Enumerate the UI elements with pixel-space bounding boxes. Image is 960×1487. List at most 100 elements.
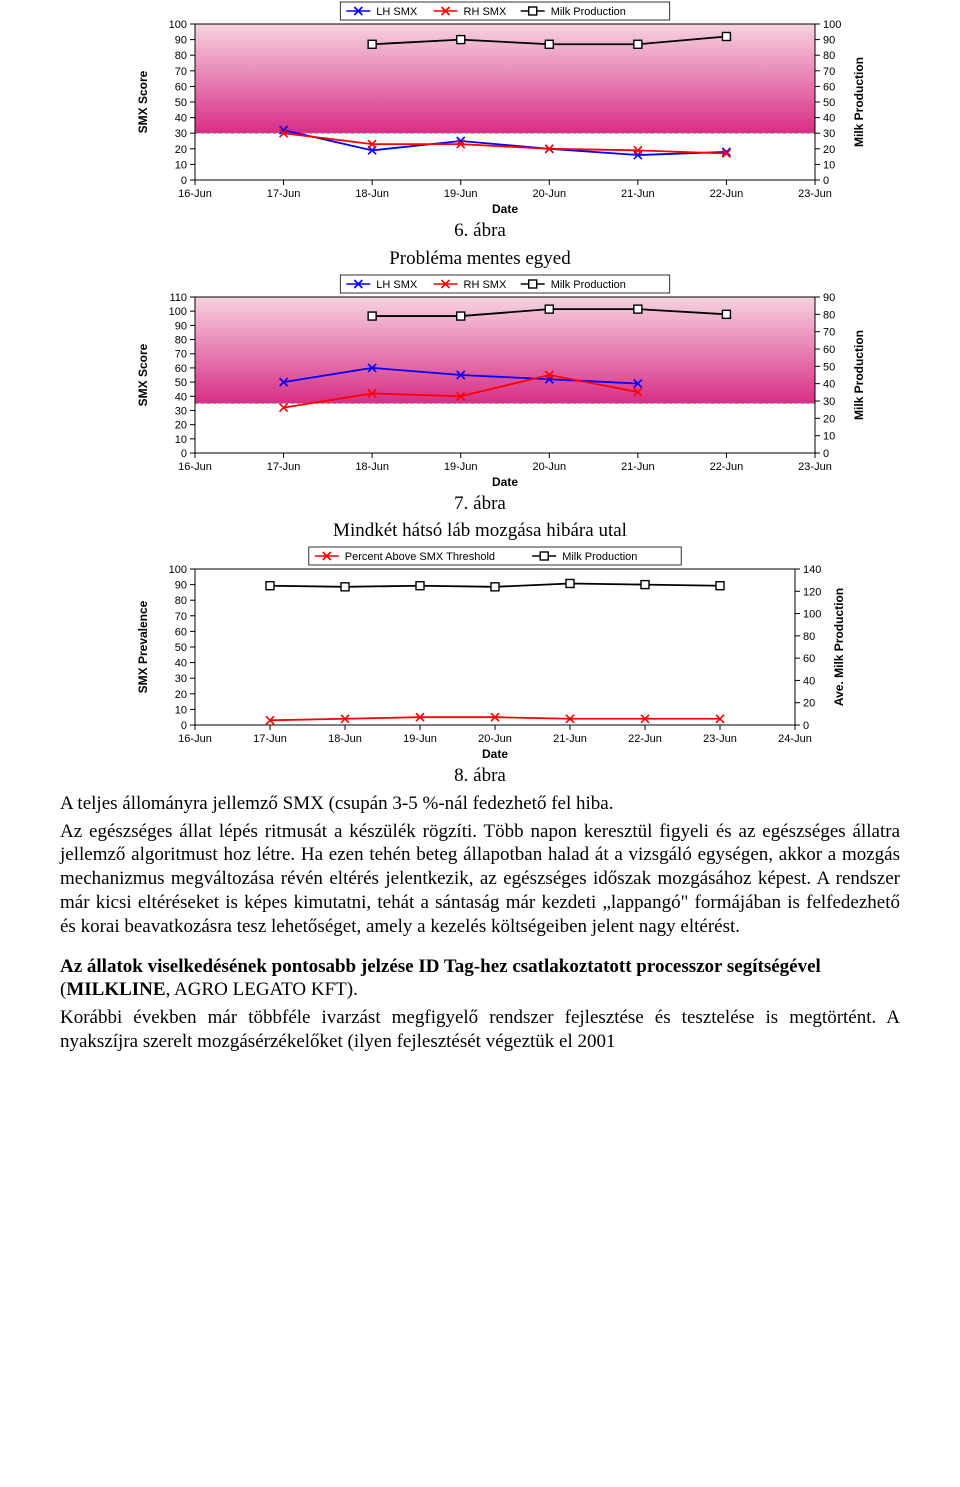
svg-text:30: 30: [175, 673, 187, 685]
svg-text:20: 20: [175, 689, 187, 701]
svg-text:30: 30: [175, 128, 187, 140]
caption-2-line2: Mindkét hátsó láb mozgása hibára utal: [60, 519, 900, 543]
svg-text:60: 60: [175, 81, 187, 93]
svg-text:22-Jun: 22-Jun: [710, 188, 744, 200]
svg-text:Date: Date: [492, 202, 518, 215]
svg-text:20-Jun: 20-Jun: [532, 461, 566, 473]
svg-text:RH SMX: RH SMX: [464, 6, 507, 18]
svg-text:50: 50: [175, 377, 187, 389]
svg-text:Milk Production: Milk Production: [562, 551, 637, 563]
svg-text:SMX Score: SMX Score: [136, 70, 150, 133]
svg-text:20: 20: [823, 144, 835, 156]
svg-text:60: 60: [823, 344, 835, 356]
svg-text:16-Jun: 16-Jun: [178, 733, 212, 745]
svg-text:50: 50: [823, 97, 835, 109]
svg-text:21-Jun: 21-Jun: [553, 733, 587, 745]
svg-text:70: 70: [175, 348, 187, 360]
svg-text:90: 90: [823, 35, 835, 47]
svg-text:80: 80: [803, 631, 815, 643]
svg-text:100: 100: [169, 19, 187, 31]
svg-text:0: 0: [181, 175, 187, 187]
svg-text:21-Jun: 21-Jun: [621, 188, 655, 200]
svg-text:18-Jun: 18-Jun: [328, 733, 362, 745]
svg-text:19-Jun: 19-Jun: [444, 188, 478, 200]
svg-text:18-Jun: 18-Jun: [355, 461, 389, 473]
svg-text:60: 60: [803, 653, 815, 665]
svg-text:17-Jun: 17-Jun: [267, 461, 301, 473]
svg-text:22-Jun: 22-Jun: [628, 733, 662, 745]
svg-text:0: 0: [181, 720, 187, 732]
svg-text:70: 70: [175, 611, 187, 623]
svg-text:90: 90: [175, 580, 187, 592]
svg-text:10: 10: [823, 159, 835, 171]
svg-text:90: 90: [175, 35, 187, 47]
svg-text:RH SMX: RH SMX: [464, 279, 507, 291]
svg-text:60: 60: [175, 626, 187, 638]
svg-text:60: 60: [823, 81, 835, 93]
svg-text:60: 60: [175, 362, 187, 374]
svg-text:20-Jun: 20-Jun: [532, 188, 566, 200]
svg-text:0: 0: [181, 448, 187, 460]
svg-text:19-Jun: 19-Jun: [403, 733, 437, 745]
paragraph-2: Korábbi években már többféle ivarzást me…: [60, 1006, 900, 1054]
svg-text:20: 20: [175, 144, 187, 156]
chart-3: 0102030405060708090100020406080100120140…: [60, 545, 900, 760]
svg-text:50: 50: [175, 642, 187, 654]
svg-text:20: 20: [823, 413, 835, 425]
svg-text:10: 10: [175, 433, 187, 445]
svg-text:LH SMX: LH SMX: [376, 279, 418, 291]
svg-text:17-Jun: 17-Jun: [267, 188, 301, 200]
svg-text:40: 40: [175, 658, 187, 670]
svg-text:80: 80: [175, 50, 187, 62]
svg-text:20: 20: [803, 698, 815, 710]
svg-text:80: 80: [823, 50, 835, 62]
svg-text:100: 100: [169, 564, 187, 576]
svg-text:80: 80: [823, 309, 835, 321]
svg-text:16-Jun: 16-Jun: [178, 188, 212, 200]
svg-text:70: 70: [175, 66, 187, 78]
svg-text:70: 70: [823, 326, 835, 338]
svg-text:SMX Prevalence: SMX Prevalence: [136, 600, 150, 693]
svg-text:110: 110: [169, 292, 187, 304]
caption-3-line2: A teljes állományra jellemző SMX (csupán…: [60, 792, 900, 816]
svg-text:50: 50: [823, 361, 835, 373]
svg-text:100: 100: [823, 19, 841, 31]
svg-text:30: 30: [823, 128, 835, 140]
svg-text:SMX Score: SMX Score: [136, 343, 150, 406]
svg-text:Milk Production: Milk Production: [551, 279, 626, 291]
svg-text:100: 100: [803, 609, 821, 621]
svg-text:90: 90: [175, 320, 187, 332]
svg-text:Milk Production: Milk Production: [852, 330, 865, 420]
caption-3-line1: 8. ábra: [60, 764, 900, 788]
chart-1: 0102030405060708090100010203040506070809…: [60, 0, 900, 215]
svg-text:Milk Production: Milk Production: [551, 6, 626, 18]
svg-text:80: 80: [175, 595, 187, 607]
caption-1-line2: Probléma mentes egyed: [60, 247, 900, 271]
svg-text:Date: Date: [482, 747, 508, 760]
svg-text:19-Jun: 19-Jun: [444, 461, 478, 473]
svg-text:20-Jun: 20-Jun: [478, 733, 512, 745]
svg-text:23-Jun: 23-Jun: [798, 188, 832, 200]
svg-text:Percent Above SMX Threshold: Percent Above SMX Threshold: [345, 551, 495, 563]
svg-text:10: 10: [175, 704, 187, 716]
svg-text:40: 40: [175, 391, 187, 403]
svg-text:70: 70: [823, 66, 835, 78]
svg-text:17-Jun: 17-Jun: [253, 733, 287, 745]
svg-text:10: 10: [175, 159, 187, 171]
svg-text:0: 0: [823, 448, 829, 460]
svg-text:40: 40: [803, 675, 815, 687]
svg-text:30: 30: [175, 405, 187, 417]
paragraph-1: Az egészséges állat lépés ritmusát a kés…: [60, 820, 900, 939]
svg-text:90: 90: [823, 292, 835, 304]
svg-text:10: 10: [823, 430, 835, 442]
svg-text:80: 80: [175, 334, 187, 346]
svg-text:40: 40: [823, 378, 835, 390]
section-sub-bold: MILKLINE: [66, 979, 165, 1000]
chart-2: 0102030405060708090100110010203040506070…: [60, 273, 900, 488]
caption-1-line1: 6. ábra: [60, 219, 900, 243]
svg-text:0: 0: [823, 175, 829, 187]
svg-text:23-Jun: 23-Jun: [798, 461, 832, 473]
svg-text:24-Jun: 24-Jun: [778, 733, 812, 745]
svg-text:140: 140: [803, 564, 821, 576]
svg-text:Milk Production: Milk Production: [852, 57, 865, 147]
